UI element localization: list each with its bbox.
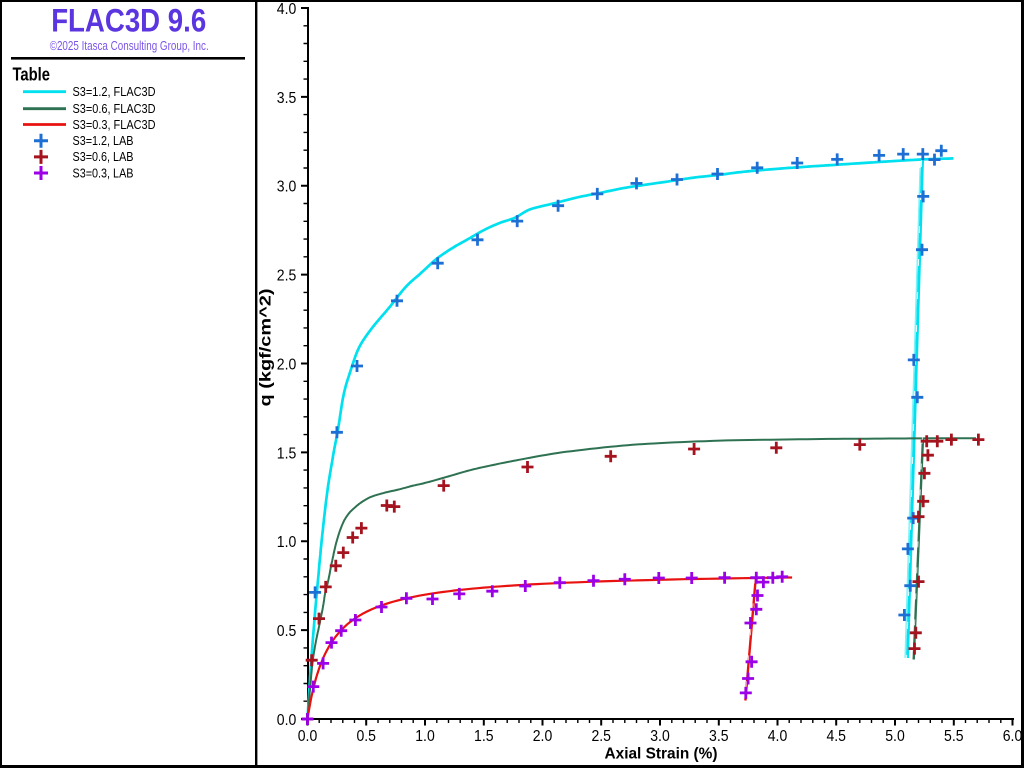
svg-text:S3=1.2, FLAC3D: S3=1.2, FLAC3D [73, 84, 156, 99]
svg-text:0.5: 0.5 [277, 623, 297, 640]
svg-text:FLAC3D 9.6: FLAC3D 9.6 [51, 3, 206, 39]
svg-text:4.5: 4.5 [826, 728, 846, 745]
svg-text:5.5: 5.5 [944, 728, 964, 745]
svg-text:1.5: 1.5 [277, 445, 297, 462]
svg-text:0.0: 0.0 [298, 728, 318, 745]
svg-text:S3=0.3, FLAC3D: S3=0.3, FLAC3D [73, 117, 156, 132]
svg-text:1.0: 1.0 [277, 534, 297, 551]
svg-text:q (kgf/cm^2): q (kgf/cm^2) [258, 289, 275, 407]
svg-text:3.0: 3.0 [650, 728, 670, 745]
svg-text:1.5: 1.5 [474, 728, 494, 745]
svg-text:5.0: 5.0 [885, 728, 905, 745]
svg-text:S3=0.3, LAB: S3=0.3, LAB [73, 165, 134, 180]
svg-text:S3=1.2, LAB: S3=1.2, LAB [73, 133, 134, 148]
svg-text:6.0: 6.0 [1003, 728, 1023, 745]
svg-text:4.0: 4.0 [768, 728, 788, 745]
svg-text:0.0: 0.0 [277, 712, 297, 729]
svg-text:2.5: 2.5 [277, 268, 297, 285]
svg-text:S3=0.6, FLAC3D: S3=0.6, FLAC3D [73, 101, 156, 116]
svg-text:0.5: 0.5 [356, 728, 376, 745]
svg-text:2.0: 2.0 [533, 728, 553, 745]
svg-text:Table: Table [13, 64, 51, 85]
svg-text:3.0: 3.0 [277, 179, 297, 196]
svg-text:Axial Strain (%): Axial Strain (%) [605, 746, 718, 763]
svg-text:4.0: 4.0 [277, 1, 297, 18]
svg-text:S3=0.6, LAB: S3=0.6, LAB [73, 149, 134, 164]
svg-text:3.5: 3.5 [277, 90, 297, 107]
svg-text:1.0: 1.0 [415, 728, 435, 745]
svg-text:2.5: 2.5 [591, 728, 611, 745]
svg-text:2.0: 2.0 [277, 356, 297, 373]
svg-text:3.5: 3.5 [709, 728, 729, 745]
svg-text:©2025 Itasca Consulting Group,: ©2025 Itasca Consulting Group, Inc. [50, 38, 209, 53]
